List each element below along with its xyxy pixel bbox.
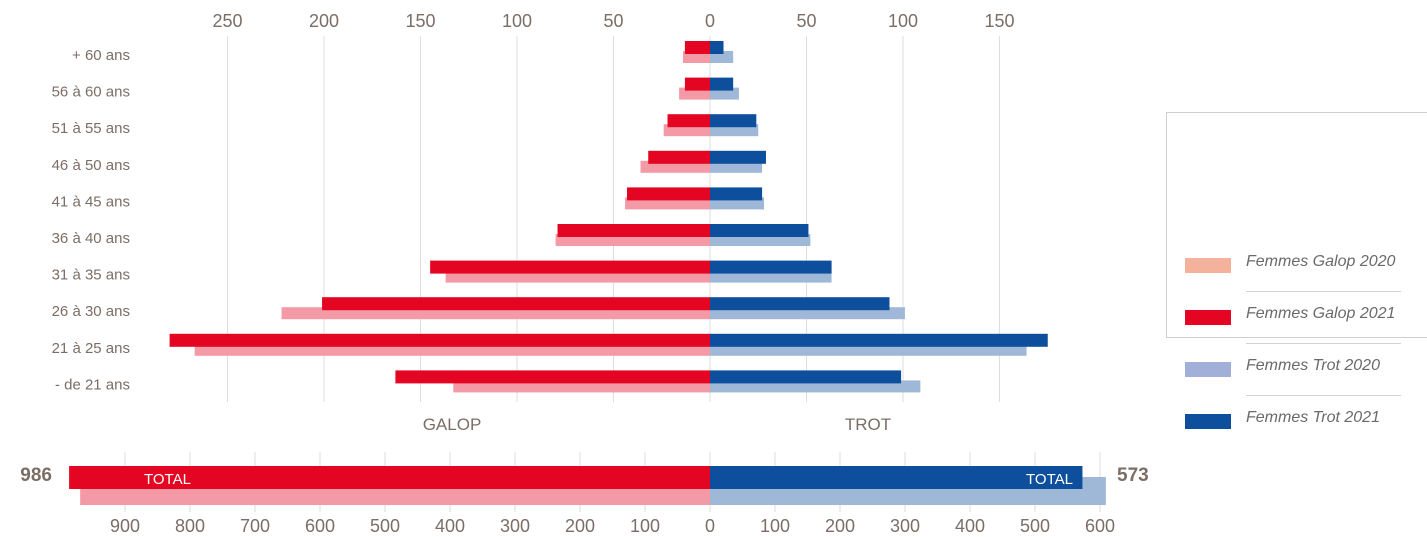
galop-side-label: GALOP [423,415,482,434]
bottom-tick-label: 400 [435,516,465,536]
age-category-label: + 60 ans [72,47,130,64]
age-category-label: 46 à 50 ans [52,157,130,174]
galop-total-value: 986 [20,465,52,486]
bar-galop-2021 [648,150,710,164]
bottom-tick-label: 800 [175,516,205,536]
legend-item-trot-2021: Femmes Trot 2021 [1185,395,1410,447]
legend-label-galop-2021: Femmes Galop 2021 [1246,305,1396,322]
bottom-tick-label: 200 [825,516,855,536]
age-category-label: 56 à 60 ans [52,84,130,101]
age-category-label: 36 à 40 ans [52,230,130,247]
bar-galop-2021 [322,297,710,311]
bottom-tick-label: 500 [370,516,400,536]
bar-trot-2021 [710,114,757,128]
legend-item-galop-2020: Femmes Galop 2020 [1185,239,1410,291]
age-category-label: - de 21 ans [55,376,130,393]
bar-trot-2021 [710,260,832,274]
bar-galop-2021 [627,187,710,201]
legend-swatch-galop-2020 [1185,258,1231,273]
bar-galop-2021 [430,260,710,274]
trot-total-value: 573 [1117,465,1149,486]
bar-trot-2021 [710,370,902,384]
legend: Femmes Galop 2020 Femmes Galop 2021 Femm… [1166,112,1427,429]
bar-galop-2021 [395,370,710,384]
age-category-label: 51 à 55 ans [52,120,130,137]
legend-swatch-trot-2020 [1185,362,1231,377]
age-category-label: 26 à 30 ans [52,303,130,320]
legend-separator [1246,395,1401,396]
bottom-tick-label: 700 [240,516,270,536]
top-tick-label: 250 [212,11,242,31]
bottom-tick-label: 300 [890,516,920,536]
top-tick-label: 50 [796,11,816,31]
top-tick-label: 0 [705,11,715,31]
bar-trot-2021 [710,224,809,237]
age-category-label: 41 à 45 ans [52,193,130,210]
bar-trot-2021 [710,41,724,54]
bottom-tick-label: 100 [760,516,790,536]
top-tick-label: 100 [502,11,532,31]
legend-label-galop-2020: Femmes Galop 2020 [1246,253,1396,270]
bar-trot-2021 [710,187,763,201]
bottom-tick-label: 300 [500,516,530,536]
legend-separator [1246,291,1401,292]
bottom-tick-label: 900 [110,516,140,536]
bar-galop-2021 [684,41,710,54]
legend-label-trot-2020: Femmes Trot 2020 [1246,357,1380,374]
bottom-tick-label: 600 [305,516,335,536]
total-label-trot: TOTAL [1026,471,1073,488]
top-tick-label: 150 [984,11,1014,31]
top-tick-label: 100 [888,11,918,31]
legend-swatch-galop-2021 [1185,310,1231,325]
bottom-tick-label: 600 [1085,516,1115,536]
legend-item-trot-2020: Femmes Trot 2020 [1185,343,1410,395]
age-category-label: 21 à 25 ans [52,340,130,357]
legend-label-trot-2021: Femmes Trot 2021 [1246,409,1380,426]
total-bar-trot-2021 [710,466,1083,489]
trot-side-label: TROT [845,415,891,434]
bottom-tick-label: 500 [1020,516,1050,536]
bar-galop-2021 [557,224,710,237]
bar-galop-2021 [667,114,710,128]
bar-trot-2021 [710,333,1048,347]
bar-galop-2021 [684,77,710,91]
bottom-tick-label: 0 [705,516,715,536]
bottom-tick-label: 200 [565,516,595,536]
bar-trot-2021 [710,77,734,91]
top-tick-label: 200 [309,11,339,31]
total-bar-galop-2021 [69,466,711,489]
top-tick-label: 150 [405,11,435,31]
legend-separator [1246,343,1401,344]
top-tick-label: 50 [603,11,623,31]
bottom-tick-label: 400 [955,516,985,536]
bar-galop-2021 [169,333,711,347]
total-label-galop: TOTAL [144,471,191,488]
bar-trot-2021 [710,150,766,164]
legend-swatch-trot-2021 [1185,414,1231,429]
legend-item-galop-2021: Femmes Galop 2021 [1185,291,1410,343]
bar-trot-2021 [710,297,890,311]
age-category-label: 31 à 35 ans [52,267,130,284]
bottom-tick-label: 100 [630,516,660,536]
